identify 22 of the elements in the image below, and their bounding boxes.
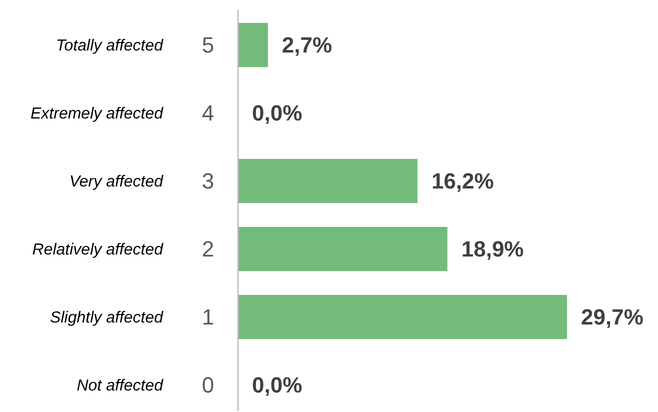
- text: Slightly affected: [50, 310, 164, 327]
- data-label: 0,0%: [252, 372, 302, 398]
- data-label: 16,2%: [431, 168, 494, 194]
- bar: [238, 22, 268, 68]
- y-tick-label: 2: [202, 236, 214, 262]
- data-label: 0,0%: [252, 100, 302, 126]
- text: Extremely affected: [30, 106, 164, 123]
- data-label: 18,9%: [461, 236, 524, 262]
- data-label: 29,7%: [581, 304, 644, 330]
- text: Relatively affected: [32, 242, 164, 259]
- y-tick-label: 5: [202, 32, 214, 58]
- bar: [238, 294, 567, 340]
- text: Very affected: [69, 174, 164, 191]
- y-tick-label: 4: [202, 100, 214, 126]
- text: Not affected: [76, 378, 164, 395]
- y-tick-label: 3: [202, 168, 214, 194]
- bar: [238, 226, 448, 272]
- y-tick-label: 1: [202, 304, 214, 330]
- bar: [238, 158, 418, 204]
- text: Totally affected: [56, 38, 164, 55]
- y-tick-label: 0: [202, 372, 214, 398]
- data-label: 2,7%: [282, 32, 332, 58]
